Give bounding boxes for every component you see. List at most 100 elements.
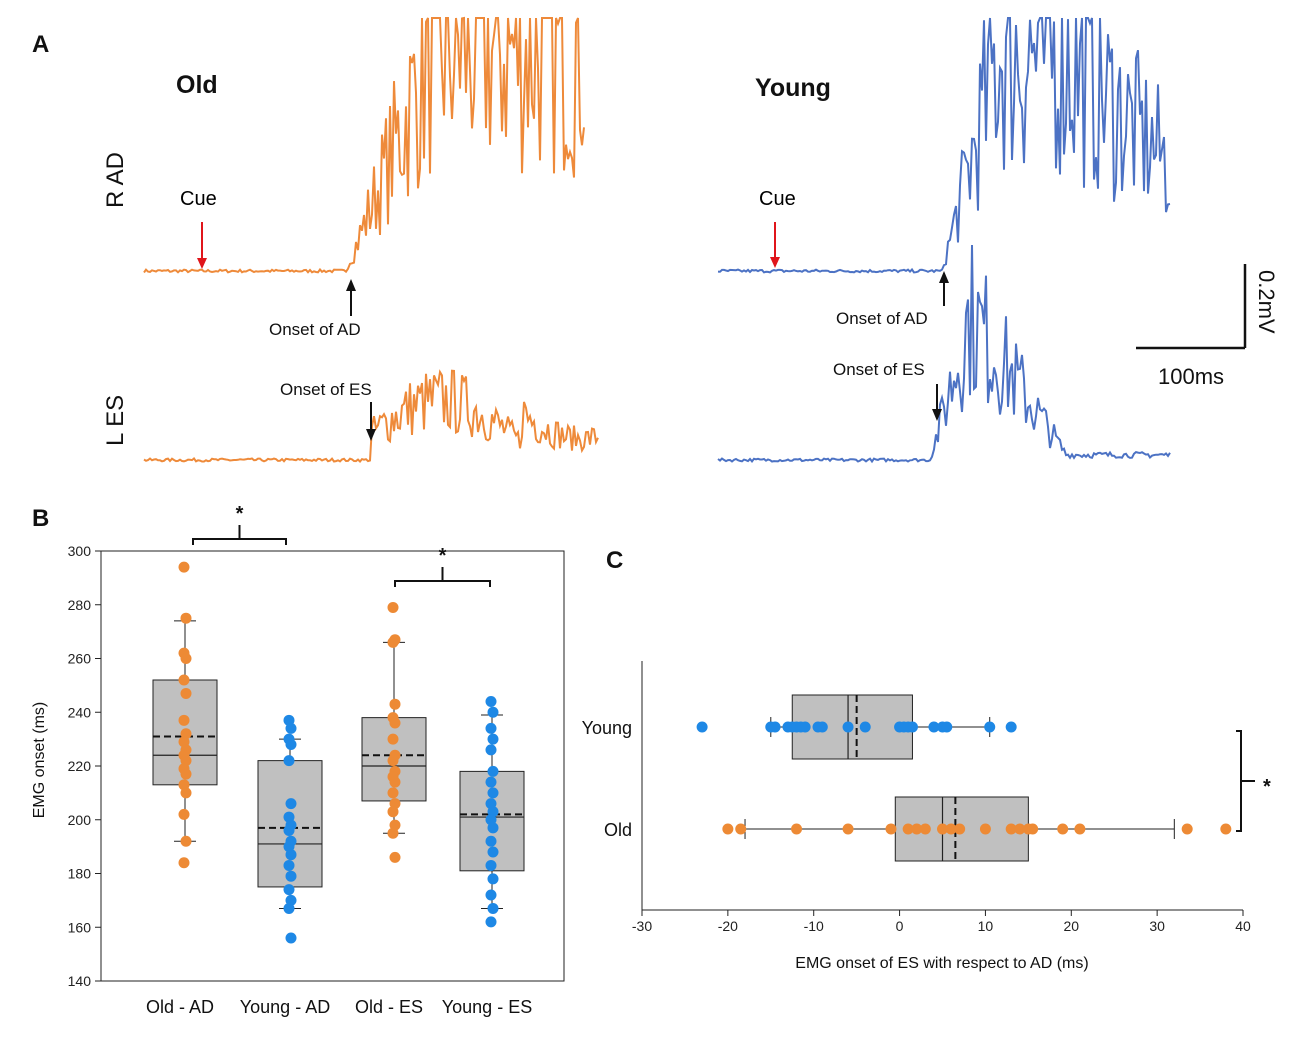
y-tick-label: 260 [68,651,92,667]
data-point [902,823,914,835]
data-point [911,823,923,835]
young-onset-ad-arrow [939,271,949,306]
x-tick-label: 30 [1149,918,1165,934]
y-tick-label: 300 [68,543,92,559]
data-point [919,823,931,835]
panel-c-boxes [696,694,1232,862]
data-point [485,722,497,734]
panel-b: B EMG onset (ms) 140 160 180 200 220 240 260 28… [31,503,565,1017]
data-point [487,902,499,914]
emg-traces [143,16,1171,464]
data-point [1074,823,1086,835]
significance-star: * [439,545,447,567]
data-point [906,721,918,733]
y-tick-label: 220 [68,758,92,774]
data-point [954,823,966,835]
old-onset-es-arrow [366,402,376,441]
data-point [487,787,499,799]
trace-young-rad [717,17,1171,274]
y-tick-label: 280 [68,597,92,613]
y-tick-label: 140 [68,973,92,989]
data-point [283,884,295,896]
x-tick-label: -30 [632,918,652,934]
data-point [285,739,297,750]
data-point [285,932,297,944]
data-point [487,873,499,885]
data-point [1220,823,1232,835]
data-point [387,733,399,745]
data-point [485,696,497,707]
data-point [487,733,499,745]
data-point [178,808,190,820]
old-cue-arrow [197,222,207,269]
trace-young-les [717,244,1171,464]
y-category-label: Old [604,820,632,840]
y-category-label: Young [582,718,632,738]
x-tick-label: -20 [718,918,738,934]
data-point [485,744,497,756]
data-point [180,653,192,664]
data-point [816,721,828,733]
data-point [485,916,497,928]
data-point [487,822,499,834]
data-point [799,721,811,733]
significance-bracket [394,580,491,587]
data-point [178,714,190,726]
data-point [842,721,854,733]
data-point [1027,823,1039,835]
x-category-label: Young - AD [240,997,330,1017]
data-point [283,902,295,914]
panel-c-x-axis: -30 -20 -10 0 10 20 30 40 [632,910,1251,934]
panel-b-significance: ** [192,503,491,587]
panel-c-letter: C [606,547,623,574]
data-point [984,721,996,733]
trace-old-les [143,369,599,463]
data-point [285,722,297,734]
x-category-label: Young - ES [442,997,532,1017]
panel-c-significance: * [1236,730,1271,832]
data-point [1005,721,1017,733]
data-point [283,755,295,767]
data-point [1014,823,1026,835]
old-onset-es-label: Onset of ES [280,380,372,399]
data-point [180,612,192,624]
data-point [387,787,399,799]
y-tick-label: 160 [68,919,92,935]
data-point [389,851,401,863]
young-cue-arrow [770,222,780,268]
data-point [485,776,497,788]
scale-bar-time: 100ms [1158,364,1224,389]
x-tick-label: 10 [978,918,994,934]
panel-a: A Old Young R AD L ES Cue Onset of AD On… [32,16,1279,464]
significance-star: * [236,503,244,525]
data-point [722,823,734,835]
x-category-label: Old - AD [146,997,214,1017]
old-cue-label: Cue [180,188,217,210]
young-onset-es-arrow [932,384,942,421]
data-point [387,827,399,839]
data-point [979,823,991,835]
young-onset-es-label: Onset of ES [833,360,925,379]
young-title: Young [755,74,831,102]
data-point [1181,823,1193,835]
data-point [178,561,190,573]
old-onset-ad-label: Onset of AD [269,320,361,339]
data-point [285,798,297,810]
data-point [487,846,499,858]
old-onset-ad-arrow [346,279,356,316]
data-point [180,835,192,847]
trace-old-rad [143,16,585,274]
x-tick-label: 0 [896,918,904,934]
x-tick-label: 40 [1235,918,1251,934]
data-point [285,870,297,882]
x-tick-label: 20 [1063,918,1079,934]
data-point [285,849,297,861]
data-point [941,721,953,733]
data-point [735,823,747,835]
data-point [178,674,190,686]
data-point [487,706,499,718]
data-point [387,601,399,613]
data-point [283,859,295,871]
data-point [485,889,497,901]
data-point [283,825,295,836]
